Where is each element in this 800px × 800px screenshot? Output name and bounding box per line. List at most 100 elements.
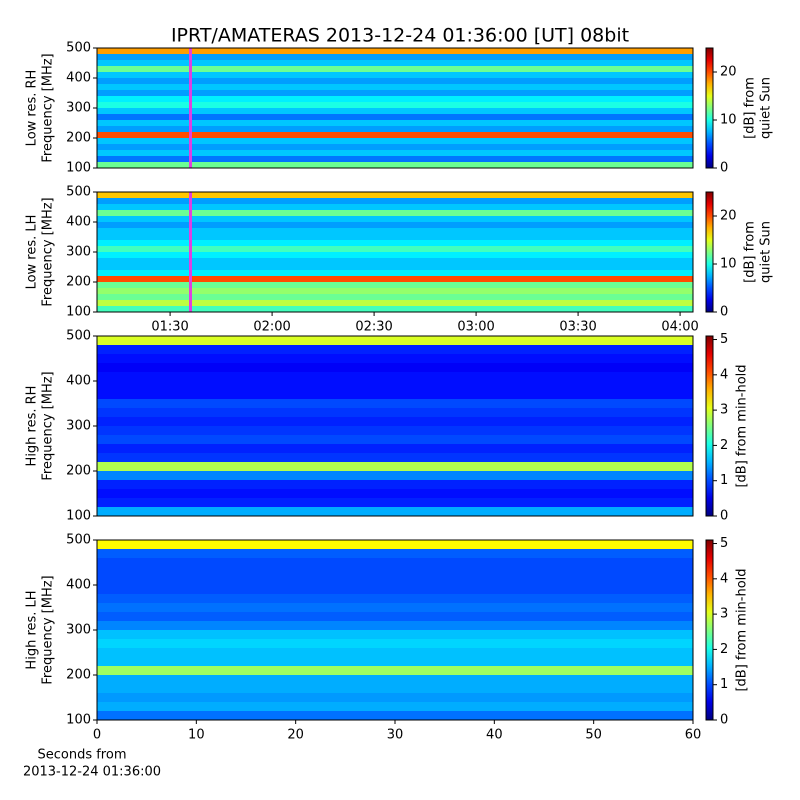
x-tick-label: 03:30 [559,320,596,335]
spectrum-band [97,48,693,54]
spectrum-band [97,78,693,84]
x-tick-label: 20 [287,728,304,743]
spectrum-band [97,264,693,270]
colorbar-tick-label: 3 [720,607,728,622]
y-tick-label: 400 [66,215,91,230]
spectrum-band [97,138,693,144]
colorbar-label: [dB] from [743,221,758,283]
spectrum-band [97,639,693,648]
colorbar-tick-label: 5 [720,332,728,347]
spectrum-band [97,399,693,408]
spectrum-band [97,90,693,96]
spectrum-band [97,408,693,417]
spectrum-band [97,336,693,345]
colorbar-label: quiet Sun [759,77,774,139]
spectrum-band [97,453,693,462]
colorbar-tick-label: 4 [720,367,728,382]
x-tick-label: 30 [387,728,404,743]
x-tick-label: 0 [93,728,101,743]
spectrum-band [97,381,693,390]
spectrum-band [97,60,693,66]
colorbar-tick-label: 2 [720,642,728,657]
spectrum-band [97,282,693,288]
spectrum-band [97,102,693,108]
colorbar-label: [dB] from [743,77,758,139]
colorbar-tick-label: 0 [720,509,728,524]
spectrum-band [97,567,693,576]
spectrum-band [97,648,693,657]
spectrum-band [97,150,693,156]
x-tick-label: 03:00 [457,320,494,335]
spectrum-band [97,270,693,276]
spectrum-band [97,585,693,594]
spectrum-band [97,234,693,240]
spectrum-band [97,498,693,507]
spectrum-band [97,630,693,639]
y-axis-label: Frequency [MHz] [41,197,56,306]
colorbar-tick-label: 5 [720,536,728,551]
spectrum-band [97,216,693,222]
spectrum-band [97,192,693,198]
spectrum-band [97,489,693,498]
y-axis-label: Frequency [MHz] [41,575,56,684]
spectrum-band [97,549,693,558]
spectrum-band [97,72,693,78]
y-tick-label: 500 [66,41,91,56]
colorbar-tick-label: 0 [720,713,728,728]
spectrum-band [97,417,693,426]
spectrum-band [97,612,693,621]
y-tick-label: 100 [66,509,91,524]
spectrum-band [97,363,693,372]
spectrum-band [97,162,693,168]
spectrum-band [97,576,693,585]
x-tick-label: 60 [685,728,702,743]
figure-title: IPRT/AMATERAS 2013-12-24 01:36:00 [UT] 0… [171,25,629,47]
x-tick-label: 10 [188,728,205,743]
colorbar-tick-label: 20 [720,65,737,80]
spectrum-band [97,711,693,720]
y-tick-label: 500 [66,185,91,200]
spectrum-band [97,345,693,354]
colorbar-tick-label: 20 [720,209,737,224]
spectrum-band [97,126,693,132]
spectrum-band [97,657,693,666]
spectrum-band [97,426,693,435]
spectrum-band [97,120,693,126]
spectrum-band [97,462,693,471]
spectrum-band [97,471,693,480]
spectrum-band [97,288,693,294]
x-tick-label: 02:30 [355,320,392,335]
colorbar [705,539,714,721]
y-tick-label: 500 [66,533,91,548]
y-tick-label: 200 [66,668,91,683]
x-tick-label: 02:00 [253,320,290,335]
y-axis-label: Low res. LH [25,215,40,290]
spectrum-band [97,621,693,630]
colorbar-tick-label: 10 [720,113,737,128]
y-axis-label: Frequency [MHz] [41,53,56,162]
spectrum-band [97,276,693,282]
y-tick-label: 400 [66,578,91,593]
spectrum-band [97,156,693,162]
y-tick-label: 100 [66,161,91,176]
spectrum-band [97,294,693,300]
colorbar-tick-label: 1 [720,677,728,692]
spectrum-band [97,594,693,603]
spectrum-band [97,144,693,150]
colorbar-tick-label: 4 [720,571,728,586]
spectrum-band [97,228,693,234]
spectrum-band [97,666,693,675]
spectrum-band [97,435,693,444]
spectrum-band [97,702,693,711]
colorbar-label: [dB] from min-hold [735,568,750,691]
y-axis-label: High res. RH [25,386,40,467]
x-tick-label: 40 [486,728,503,743]
colorbar-tick-label: 3 [720,403,728,418]
spectrum-band [97,222,693,228]
spectrum-band [97,252,693,258]
colorbar [705,191,714,313]
spectrum-band [97,693,693,702]
y-tick-label: 300 [66,101,91,116]
x-tick-label: 01:30 [151,320,188,335]
